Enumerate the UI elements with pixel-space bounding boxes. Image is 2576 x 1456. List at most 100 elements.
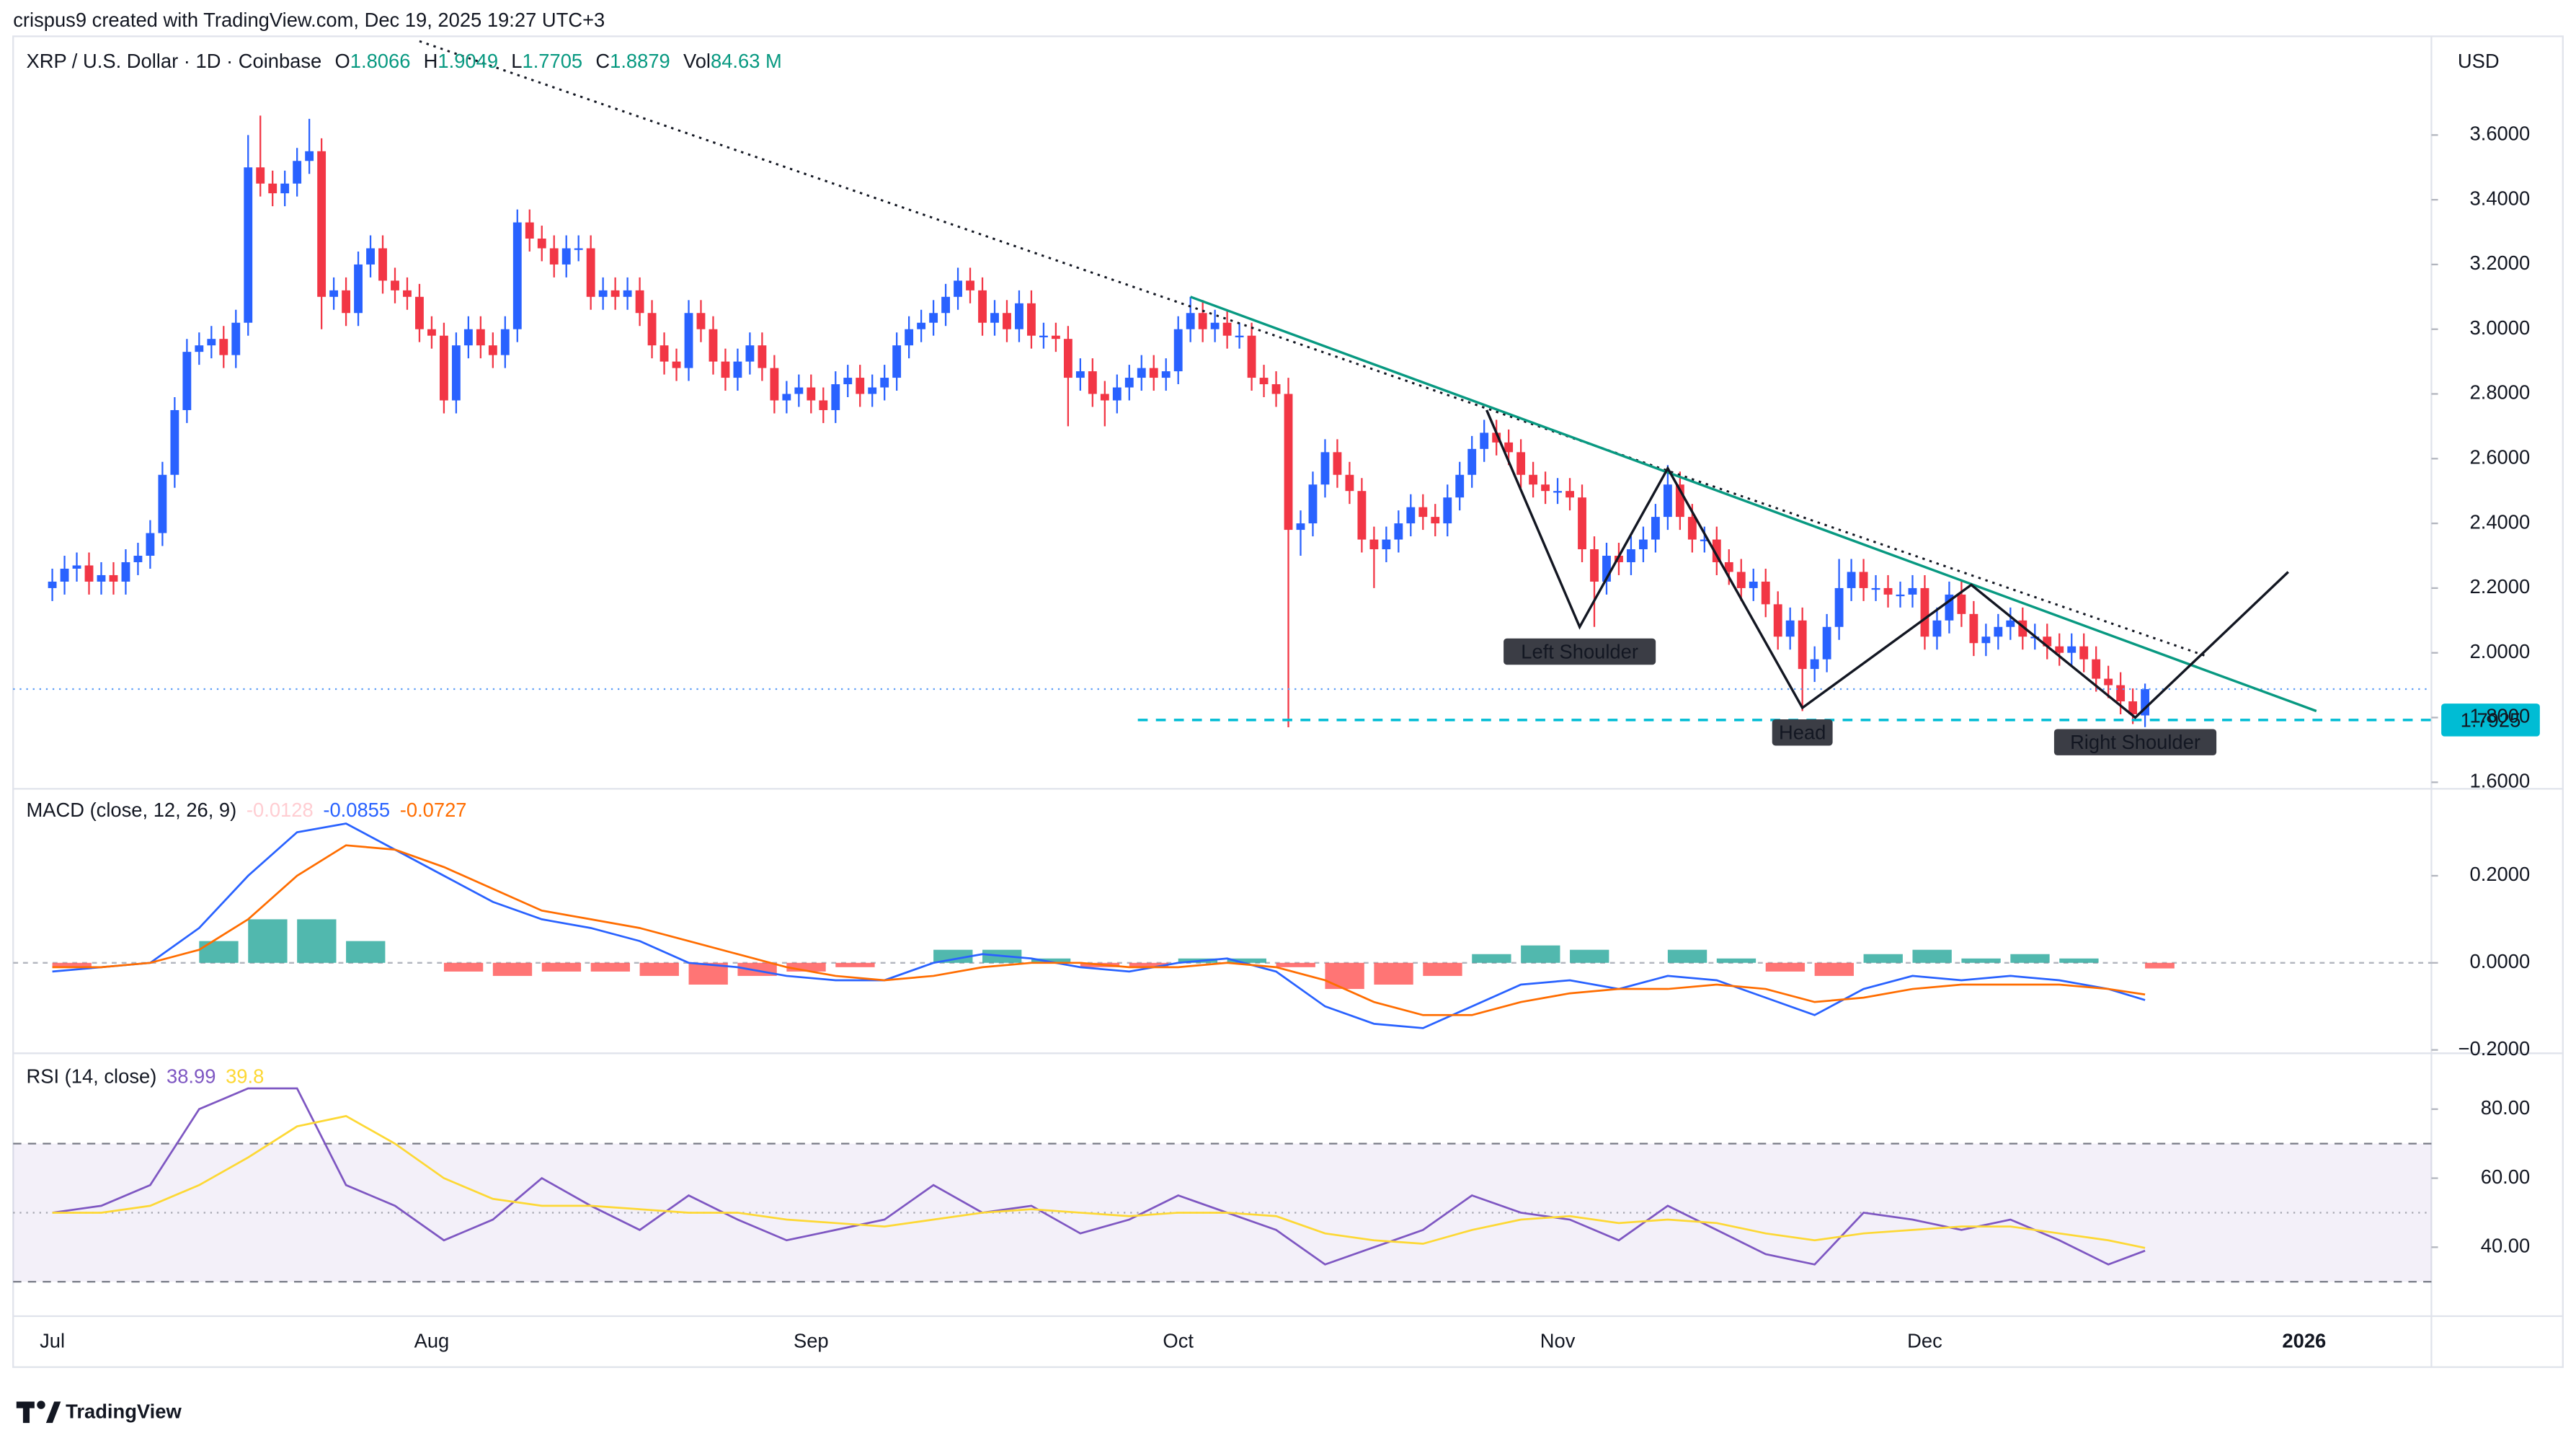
candle-body xyxy=(623,290,632,297)
candle-body xyxy=(1994,626,2003,637)
candle-body xyxy=(1124,378,1134,388)
candle-body xyxy=(97,574,106,582)
candle-body xyxy=(610,290,620,297)
candle-body xyxy=(635,290,644,314)
x-tick-label: Aug xyxy=(414,1330,450,1352)
candle-body xyxy=(1198,313,1207,329)
candle-body xyxy=(1308,484,1318,524)
candle-body xyxy=(1333,452,1342,475)
candle-body xyxy=(1945,594,1954,621)
candle-body xyxy=(1871,587,1880,590)
candle-body xyxy=(2043,636,2052,647)
candle-body xyxy=(941,296,951,314)
candle-body xyxy=(709,329,718,362)
candle-body xyxy=(305,151,314,161)
candle-body xyxy=(1773,604,1782,637)
ohlc-value: 1.9049 xyxy=(438,50,498,72)
histogram-bar xyxy=(297,919,337,963)
histogram-bar xyxy=(1472,954,1511,963)
annotation-box xyxy=(1504,638,1656,665)
candle-body xyxy=(1541,484,1550,492)
chart-frame xyxy=(12,35,2564,1368)
candle-body xyxy=(1712,539,1721,562)
candle-body xyxy=(2104,678,2113,685)
candle-body xyxy=(721,361,730,378)
candle-body xyxy=(758,345,767,368)
candle-body xyxy=(659,345,669,362)
histogram-bar xyxy=(639,962,679,976)
author-line: crispus9 created with TradingView.com, D… xyxy=(13,9,605,31)
candle-body xyxy=(2067,646,2077,653)
histogram-bar xyxy=(933,949,973,963)
y-tick-label: 0.2000 xyxy=(2470,863,2531,885)
candle-body xyxy=(1687,517,1697,540)
annotation-label: Left Shoulder xyxy=(1521,640,1638,662)
legend-value: 38.99 xyxy=(166,1065,216,1088)
histogram-bar xyxy=(346,941,386,963)
candle-body xyxy=(1834,587,1844,627)
candle-body xyxy=(354,264,363,314)
candle-body xyxy=(1761,581,1770,605)
candle-body xyxy=(1357,491,1367,540)
candle-body xyxy=(1271,384,1281,394)
ohlc-value: 1.8066 xyxy=(350,50,411,72)
y-tick-label: 2.4000 xyxy=(2470,510,2531,533)
candle-body xyxy=(1675,484,1684,518)
candle-body xyxy=(954,280,962,297)
candle-body xyxy=(60,568,69,582)
candle-body xyxy=(1969,613,1978,644)
candle-body xyxy=(2141,689,2150,716)
histogram-bar xyxy=(1325,962,1364,990)
candle-body xyxy=(476,329,485,346)
indicator-line xyxy=(52,822,2146,1029)
y-tick-label: 3.2000 xyxy=(2470,252,2531,274)
candle-body xyxy=(378,248,387,281)
candle-body xyxy=(574,248,583,250)
candle-body xyxy=(1736,572,1746,588)
candle-body xyxy=(843,378,853,385)
candle-body xyxy=(892,345,902,378)
candle-body xyxy=(1639,539,1648,550)
candle-body xyxy=(158,474,167,533)
candle-body xyxy=(133,556,143,562)
candle-body xyxy=(1590,549,1599,582)
candle-body xyxy=(1284,394,1293,531)
y-tick-label: 1.6000 xyxy=(2470,770,2531,792)
annotation-label: Head xyxy=(1779,722,1826,744)
candle-body xyxy=(1981,636,1991,644)
candle-body xyxy=(268,183,277,194)
candle-body xyxy=(415,296,424,329)
candle-body xyxy=(1222,322,1232,336)
x-tick-label: Oct xyxy=(1163,1330,1194,1352)
candle-body xyxy=(1247,335,1256,378)
candle-body xyxy=(2079,646,2089,660)
trendline xyxy=(1190,296,2317,713)
histogram-bar xyxy=(2010,954,2050,963)
histogram-bar xyxy=(1031,958,1071,963)
candle-body xyxy=(647,313,657,346)
candle-body xyxy=(1210,322,1220,329)
legend-title: RSI (14, close) xyxy=(26,1065,156,1088)
histogram-bar xyxy=(199,941,239,963)
candle-body xyxy=(525,222,534,239)
level-label: 1.7925 xyxy=(2461,709,2521,731)
y-tick-label: 1.8000 xyxy=(2470,705,2531,727)
candle-body xyxy=(1015,303,1023,329)
histogram-bar xyxy=(1863,954,1903,963)
candle-body xyxy=(1565,491,1574,498)
candle-body xyxy=(598,290,608,297)
candle-body xyxy=(1235,335,1244,337)
candle-body xyxy=(439,335,448,401)
candle-body xyxy=(293,161,302,184)
candle-body xyxy=(1406,507,1416,524)
candle-body xyxy=(1847,572,1856,588)
candle-body xyxy=(1700,539,1709,541)
candle-body xyxy=(195,345,204,352)
ohlc-label: O xyxy=(335,50,350,72)
candle-body xyxy=(280,183,290,194)
candle-body xyxy=(1003,313,1011,329)
candle-body xyxy=(1039,335,1048,337)
candle-body xyxy=(1137,368,1146,378)
candle-body xyxy=(219,339,228,355)
candle-body xyxy=(1369,539,1379,550)
